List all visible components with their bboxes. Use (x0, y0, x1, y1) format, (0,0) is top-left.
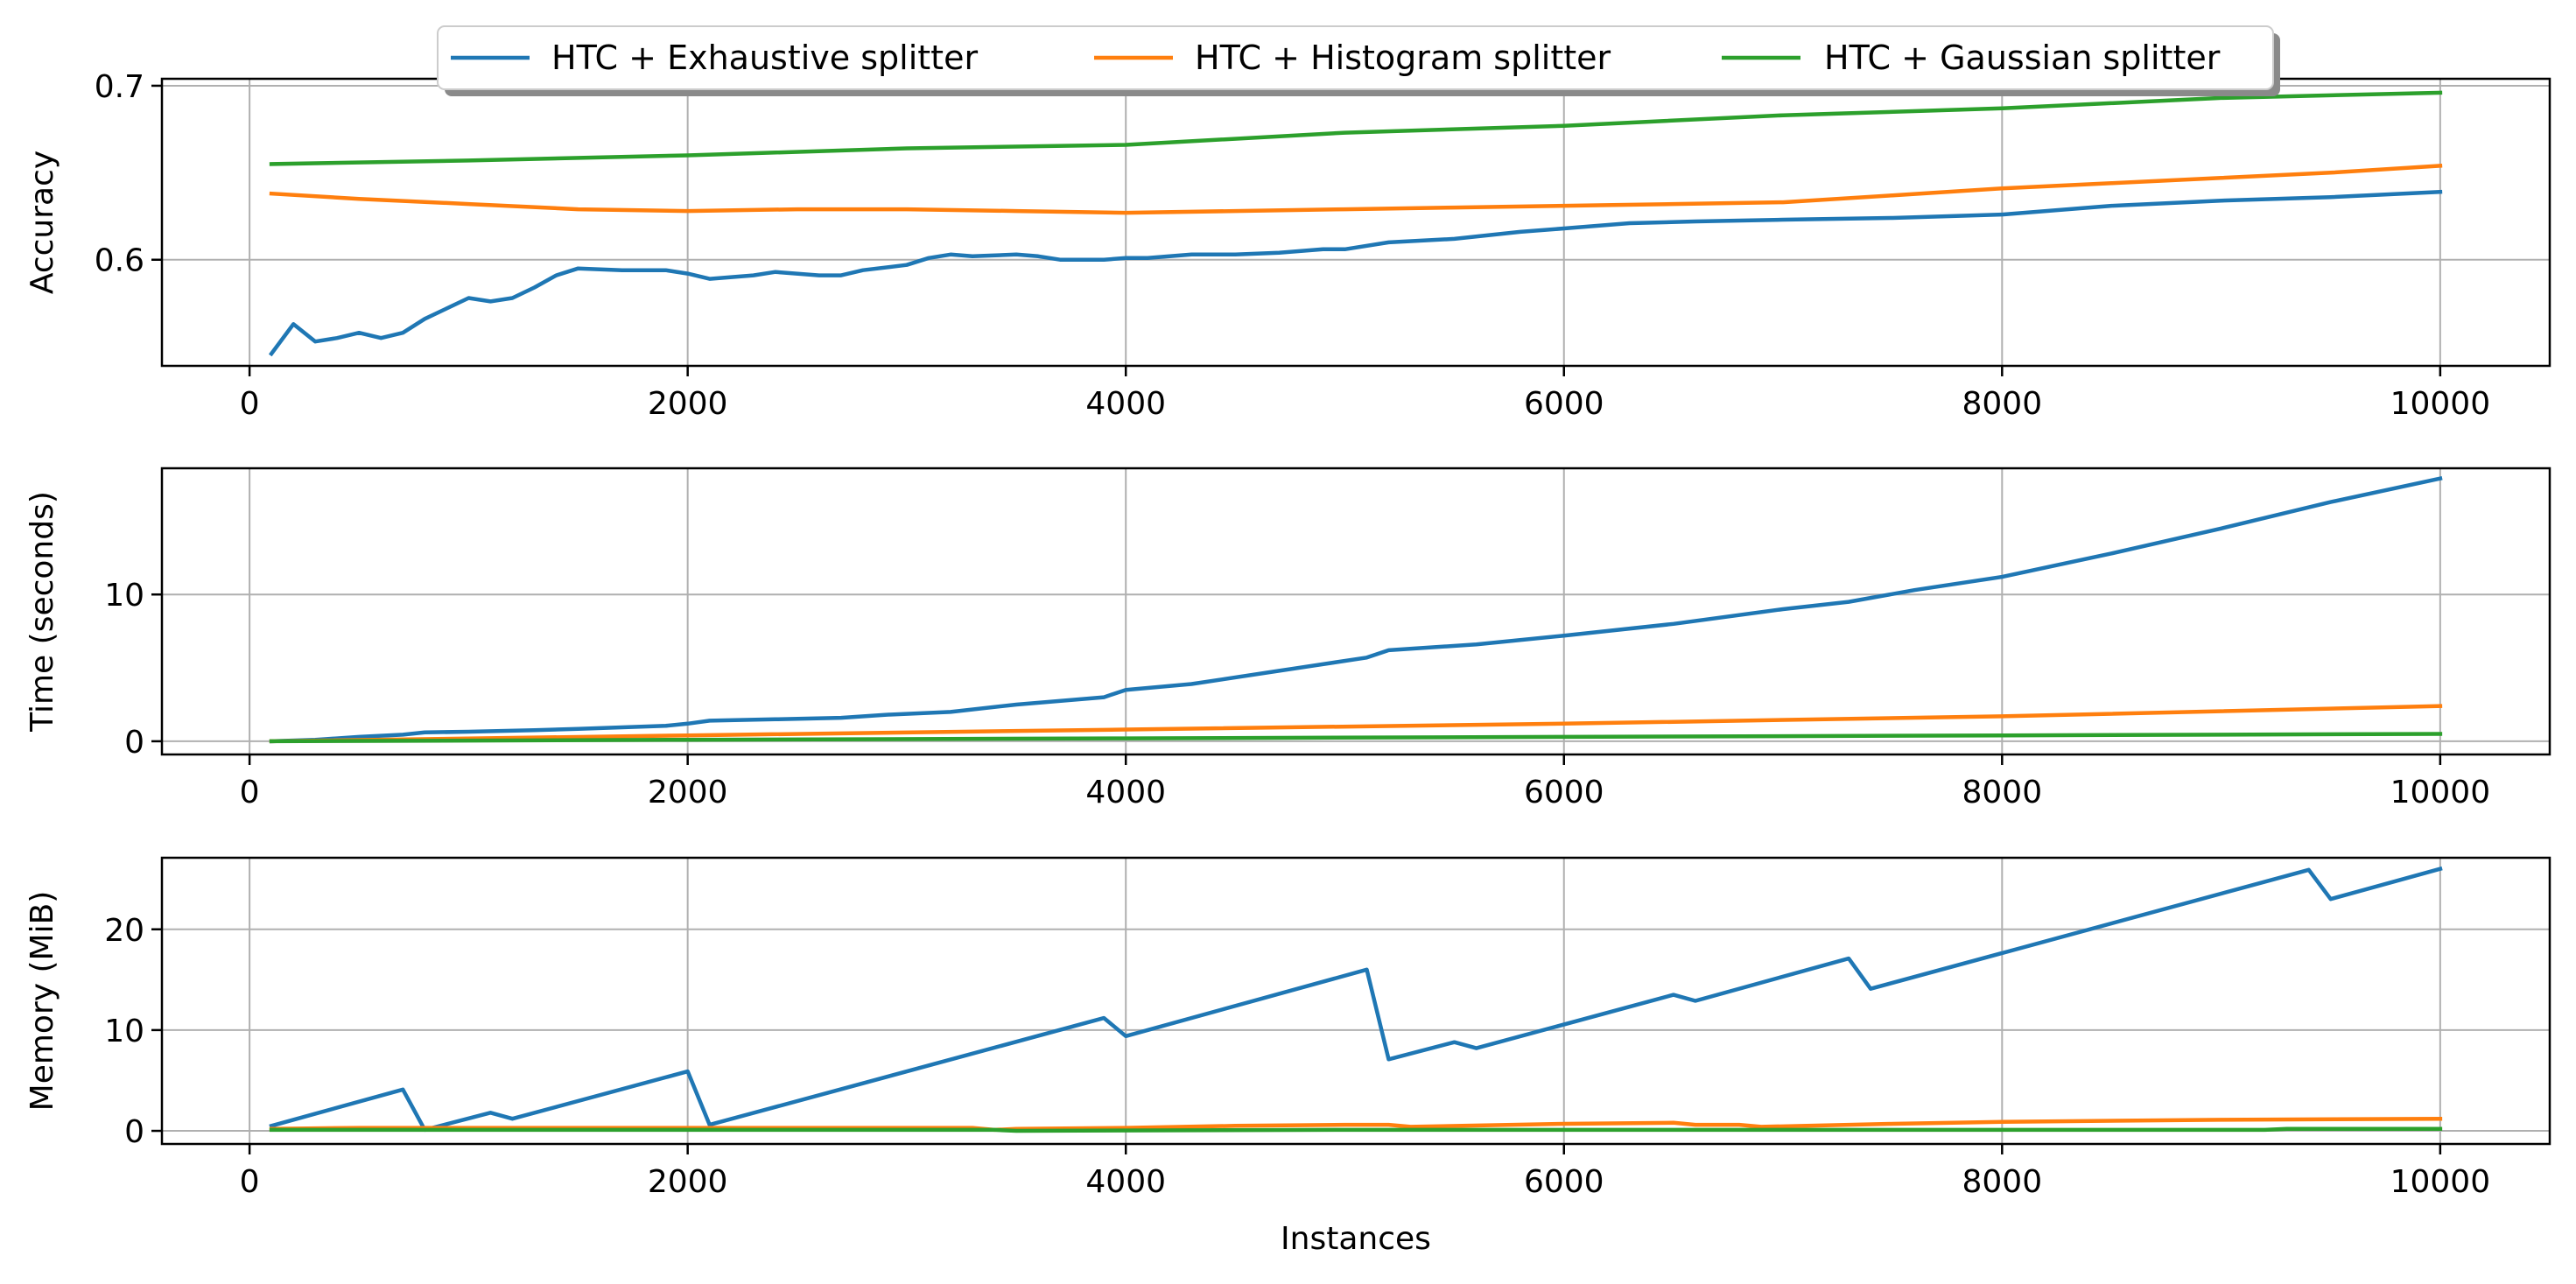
y-tick-label: 0 (124, 725, 144, 761)
series-line-memory-1 (269, 1116, 2443, 1133)
x-tick-label: 4000 (1085, 1164, 1166, 1200)
x-tick-label: 0 (240, 1164, 260, 1200)
legend-label-exhaustive: HTC + Exhaustive splitter (551, 39, 978, 77)
legend-label-gaussian: HTC + Gaussian splitter (1824, 39, 2221, 77)
series-line-accuracy-1 (269, 164, 2443, 215)
y-axis-label: Memory (MiB) (25, 891, 60, 1112)
x-tick-label: 8000 (1962, 775, 2042, 810)
x-tick-label: 6000 (1524, 1164, 1604, 1200)
x-tick-label: 2000 (648, 775, 728, 810)
x-tick-label: 8000 (1962, 1164, 2042, 1200)
axes-frame (160, 467, 2551, 756)
series-line-time-2 (269, 732, 2443, 744)
legend: HTC + Exhaustive splitter HTC + Histogra… (437, 25, 2280, 96)
y-tick-label: 10 (104, 578, 144, 614)
x-tick-label: 6000 (1524, 386, 1604, 422)
x-tick-label: 0 (240, 386, 260, 422)
subplot-time: 0 2000 4000 6000 8000 10000 0 10 Time (seconds) (25, 467, 2551, 810)
x-tick-label: 10000 (2390, 1164, 2491, 1200)
series-line-memory-2 (269, 1126, 2443, 1133)
axes-frame (160, 856, 2551, 1146)
series-line-accuracy-2 (269, 90, 2443, 166)
series-line-accuracy-0 (268, 189, 2443, 357)
x-tick-label: 4000 (1085, 775, 1166, 810)
legend-label-histogram: HTC + Histogram splitter (1195, 39, 1611, 77)
series-line-memory-0 (269, 866, 2443, 1133)
y-axis-label: Time (seconds) (25, 491, 60, 733)
series-line-time-0 (269, 476, 2443, 744)
x-tick-label: 4000 (1085, 386, 1166, 422)
x-tick-label: 10000 (2390, 386, 2491, 422)
subplot-memory: 0 2000 4000 6000 8000 10000 0 10 20 Memory (MiB) I… (25, 856, 2551, 1257)
x-tick-label: 6000 (1524, 775, 1604, 810)
x-tick-label: 2000 (648, 386, 728, 422)
y-tick-label: 20 (104, 913, 144, 949)
x-tick-label: 2000 (648, 1164, 728, 1200)
x-tick-label: 10000 (2390, 775, 2491, 810)
y-tick-label: 0 (124, 1114, 144, 1150)
y-tick-label: 10 (104, 1014, 144, 1049)
x-axis-label: Instances (1281, 1221, 1431, 1257)
legend-box (437, 25, 2274, 90)
axes-frame (160, 77, 2551, 368)
y-axis-label: Accuracy (25, 151, 60, 294)
y-tick-label: 0.6 (95, 243, 144, 279)
subplot-accuracy: 0 2000 4000 6000 8000 10000 0.6 0.7 Accuracy (25, 69, 2551, 422)
series-line-time-1 (269, 704, 2443, 744)
x-tick-label: 0 (240, 775, 260, 810)
x-tick-label: 8000 (1962, 386, 2042, 422)
y-tick-label: 0.7 (95, 69, 144, 105)
